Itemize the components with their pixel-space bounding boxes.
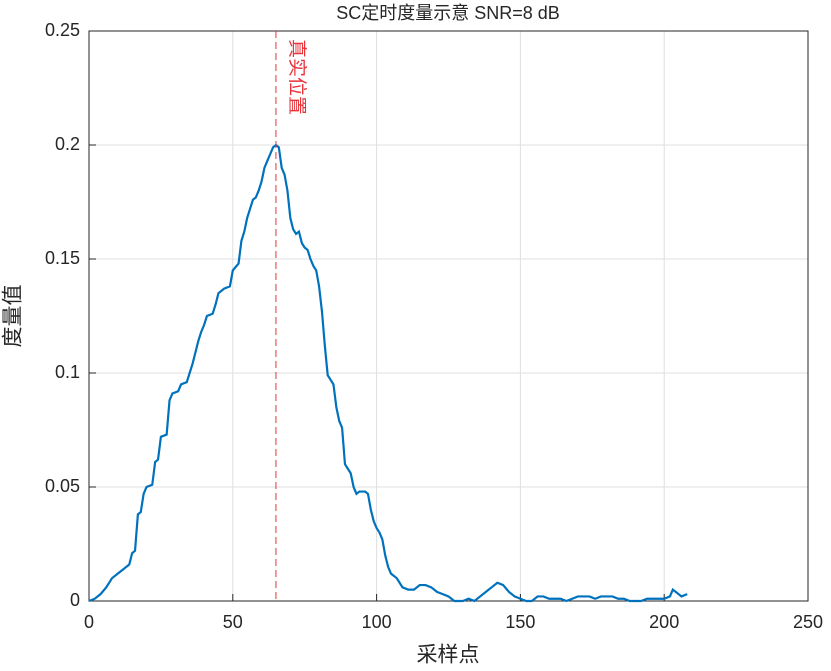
y-tick-label: 0.1 xyxy=(55,362,80,382)
y-axis-label: 度量值 xyxy=(1,285,25,348)
axes-box xyxy=(88,30,809,602)
y-tick-label: 0.25 xyxy=(45,20,80,40)
y-tick-label: 0.2 xyxy=(55,134,80,154)
x-tick-label: 0 xyxy=(84,612,94,632)
plot-area xyxy=(89,31,808,601)
x-tick-label: 50 xyxy=(223,612,243,632)
chart-title: SC定时度量示意 SNR=8 dB xyxy=(336,3,560,23)
x-tick-label: 250 xyxy=(793,612,823,632)
annotation: 真实位置 xyxy=(286,39,308,115)
y-tick-label: 0.15 xyxy=(45,248,80,268)
y-tick-label: 0 xyxy=(70,590,80,610)
y-tick-label: 0.05 xyxy=(45,476,80,496)
x-axis-label: 采样点 xyxy=(417,643,480,667)
x-tick-label: 150 xyxy=(505,612,535,632)
x-tick-label: 200 xyxy=(649,612,679,632)
data-line xyxy=(88,143,688,603)
x-tick-label: 100 xyxy=(362,612,392,632)
